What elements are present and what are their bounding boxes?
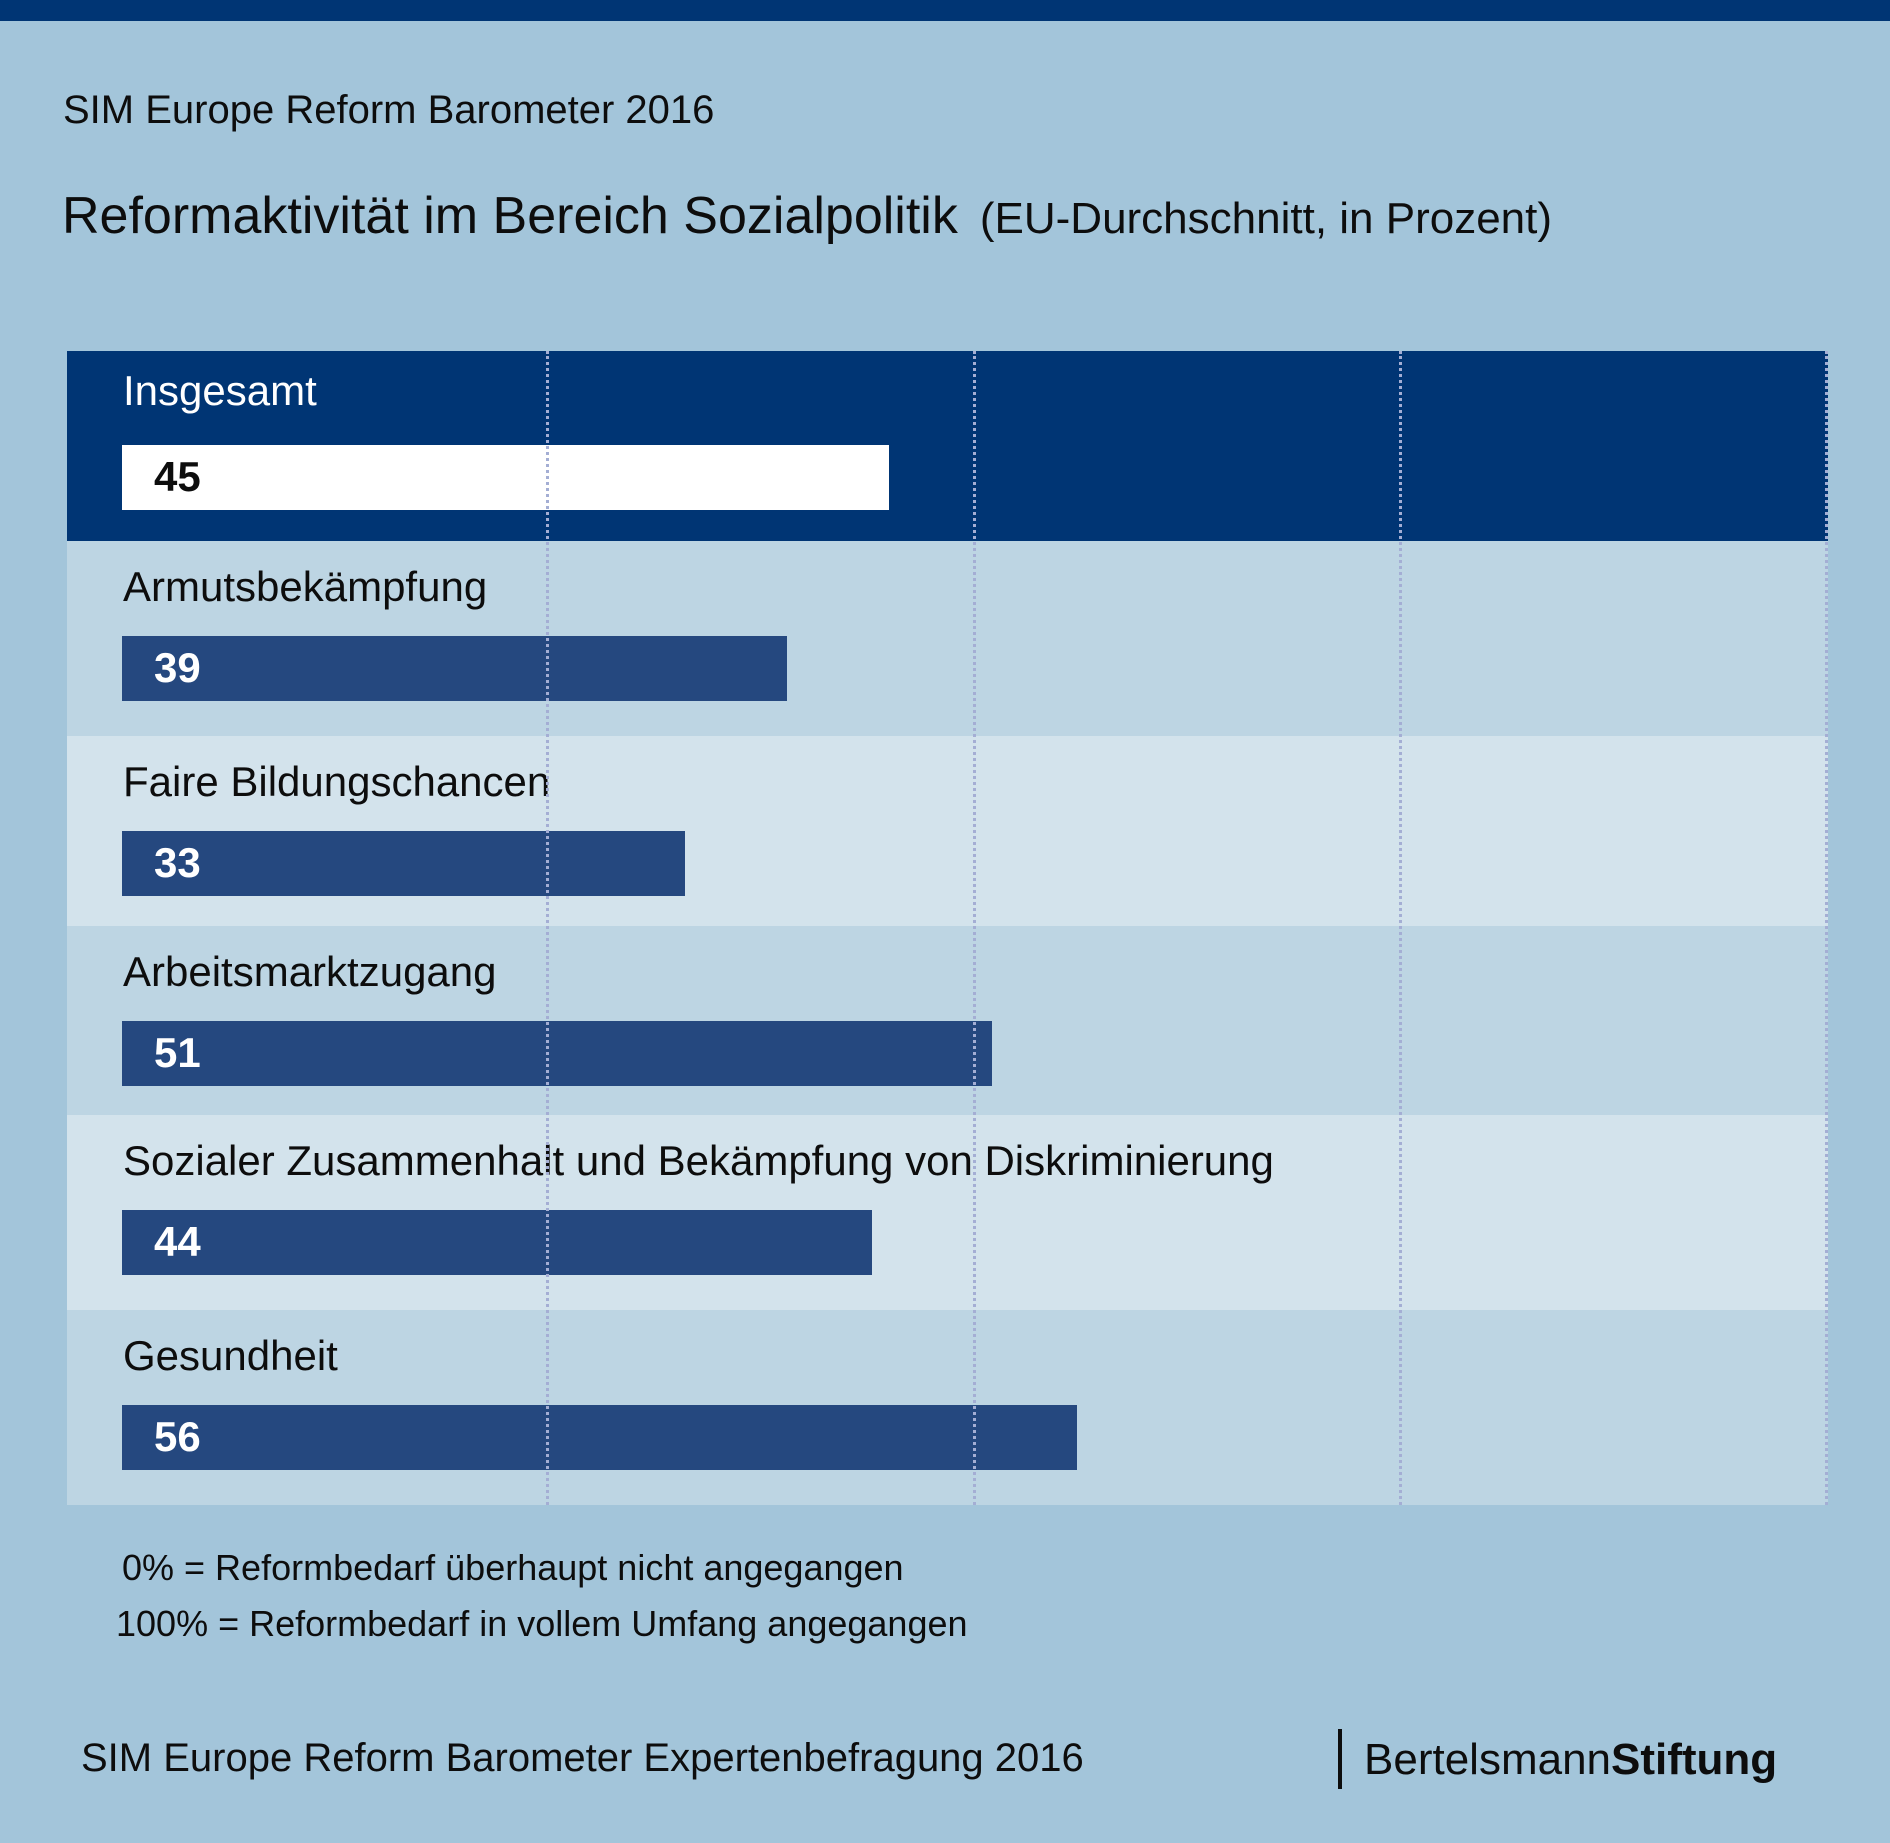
bar: 44 bbox=[122, 1210, 873, 1275]
bar: 33 bbox=[122, 831, 685, 896]
category-label: Sozialer Zusammenhalt und Bekämpfung von… bbox=[123, 1137, 1274, 1184]
footer-source: SIM Europe Reform Barometer Expertenbefr… bbox=[81, 1736, 1084, 1780]
bar-value-label: 39 bbox=[154, 644, 201, 691]
chart-row: Sozialer Zusammenhalt und Bekämpfung von… bbox=[67, 1115, 1828, 1310]
bar: 39 bbox=[122, 636, 787, 701]
chart-panel: Insgesamt 45 Armutsbekämpfung 39 Faire Bildu… bbox=[67, 351, 1828, 1505]
top-accent-bar bbox=[0, 0, 1890, 21]
legend-note-0-percent: 0% = Reformbedarf überhaupt nicht angega… bbox=[122, 1547, 904, 1588]
chart-row: Armutsbekämpfung 39 bbox=[67, 541, 1828, 736]
logo-text: BertelsmannStiftung bbox=[1364, 1735, 1777, 1785]
bar: 45 bbox=[122, 445, 890, 510]
chart-title-suffix: (EU-Durchschnitt, in Prozent) bbox=[979, 194, 1553, 243]
category-label: Armutsbekämpfung bbox=[123, 563, 488, 610]
bar-value-label: 44 bbox=[154, 1218, 201, 1265]
chart-title-main: Reformaktivität im Bereich Sozialpolitik bbox=[62, 187, 958, 245]
chart-row: Gesundheit 56 bbox=[67, 1310, 1828, 1505]
category-label: Arbeitsmarktzugang bbox=[123, 948, 497, 995]
category-label: Insgesamt bbox=[123, 367, 317, 414]
bar: 51 bbox=[122, 1021, 992, 1086]
bar-value-label: 45 bbox=[154, 453, 201, 500]
chart-row: Arbeitsmarktzugang 51 bbox=[67, 926, 1828, 1115]
logo-divider bbox=[1338, 1729, 1342, 1789]
bar-value-label: 56 bbox=[154, 1413, 201, 1460]
category-label: Gesundheit bbox=[123, 1332, 338, 1379]
chart-subtitle: SIM Europe Reform Barometer 2016 bbox=[63, 88, 715, 132]
category-label: Faire Bildungschancen bbox=[123, 758, 551, 805]
bar: 56 bbox=[122, 1405, 1077, 1470]
bar-value-label: 33 bbox=[154, 839, 201, 886]
chart-row: Faire Bildungschancen 33 bbox=[67, 736, 1828, 926]
legend-note-100-percent: 100% = Reformbedarf in vollem Umfang ang… bbox=[116, 1603, 968, 1644]
chart-row: Insgesamt 45 bbox=[67, 351, 1828, 541]
chart-title: Reformaktivität im Bereich Sozialpolitik… bbox=[62, 186, 1552, 246]
logo-text-bold: Stiftung bbox=[1611, 1735, 1778, 1784]
bar-value-label: 51 bbox=[154, 1029, 201, 1076]
logo-text-regular: Bertelsmann bbox=[1364, 1735, 1612, 1784]
